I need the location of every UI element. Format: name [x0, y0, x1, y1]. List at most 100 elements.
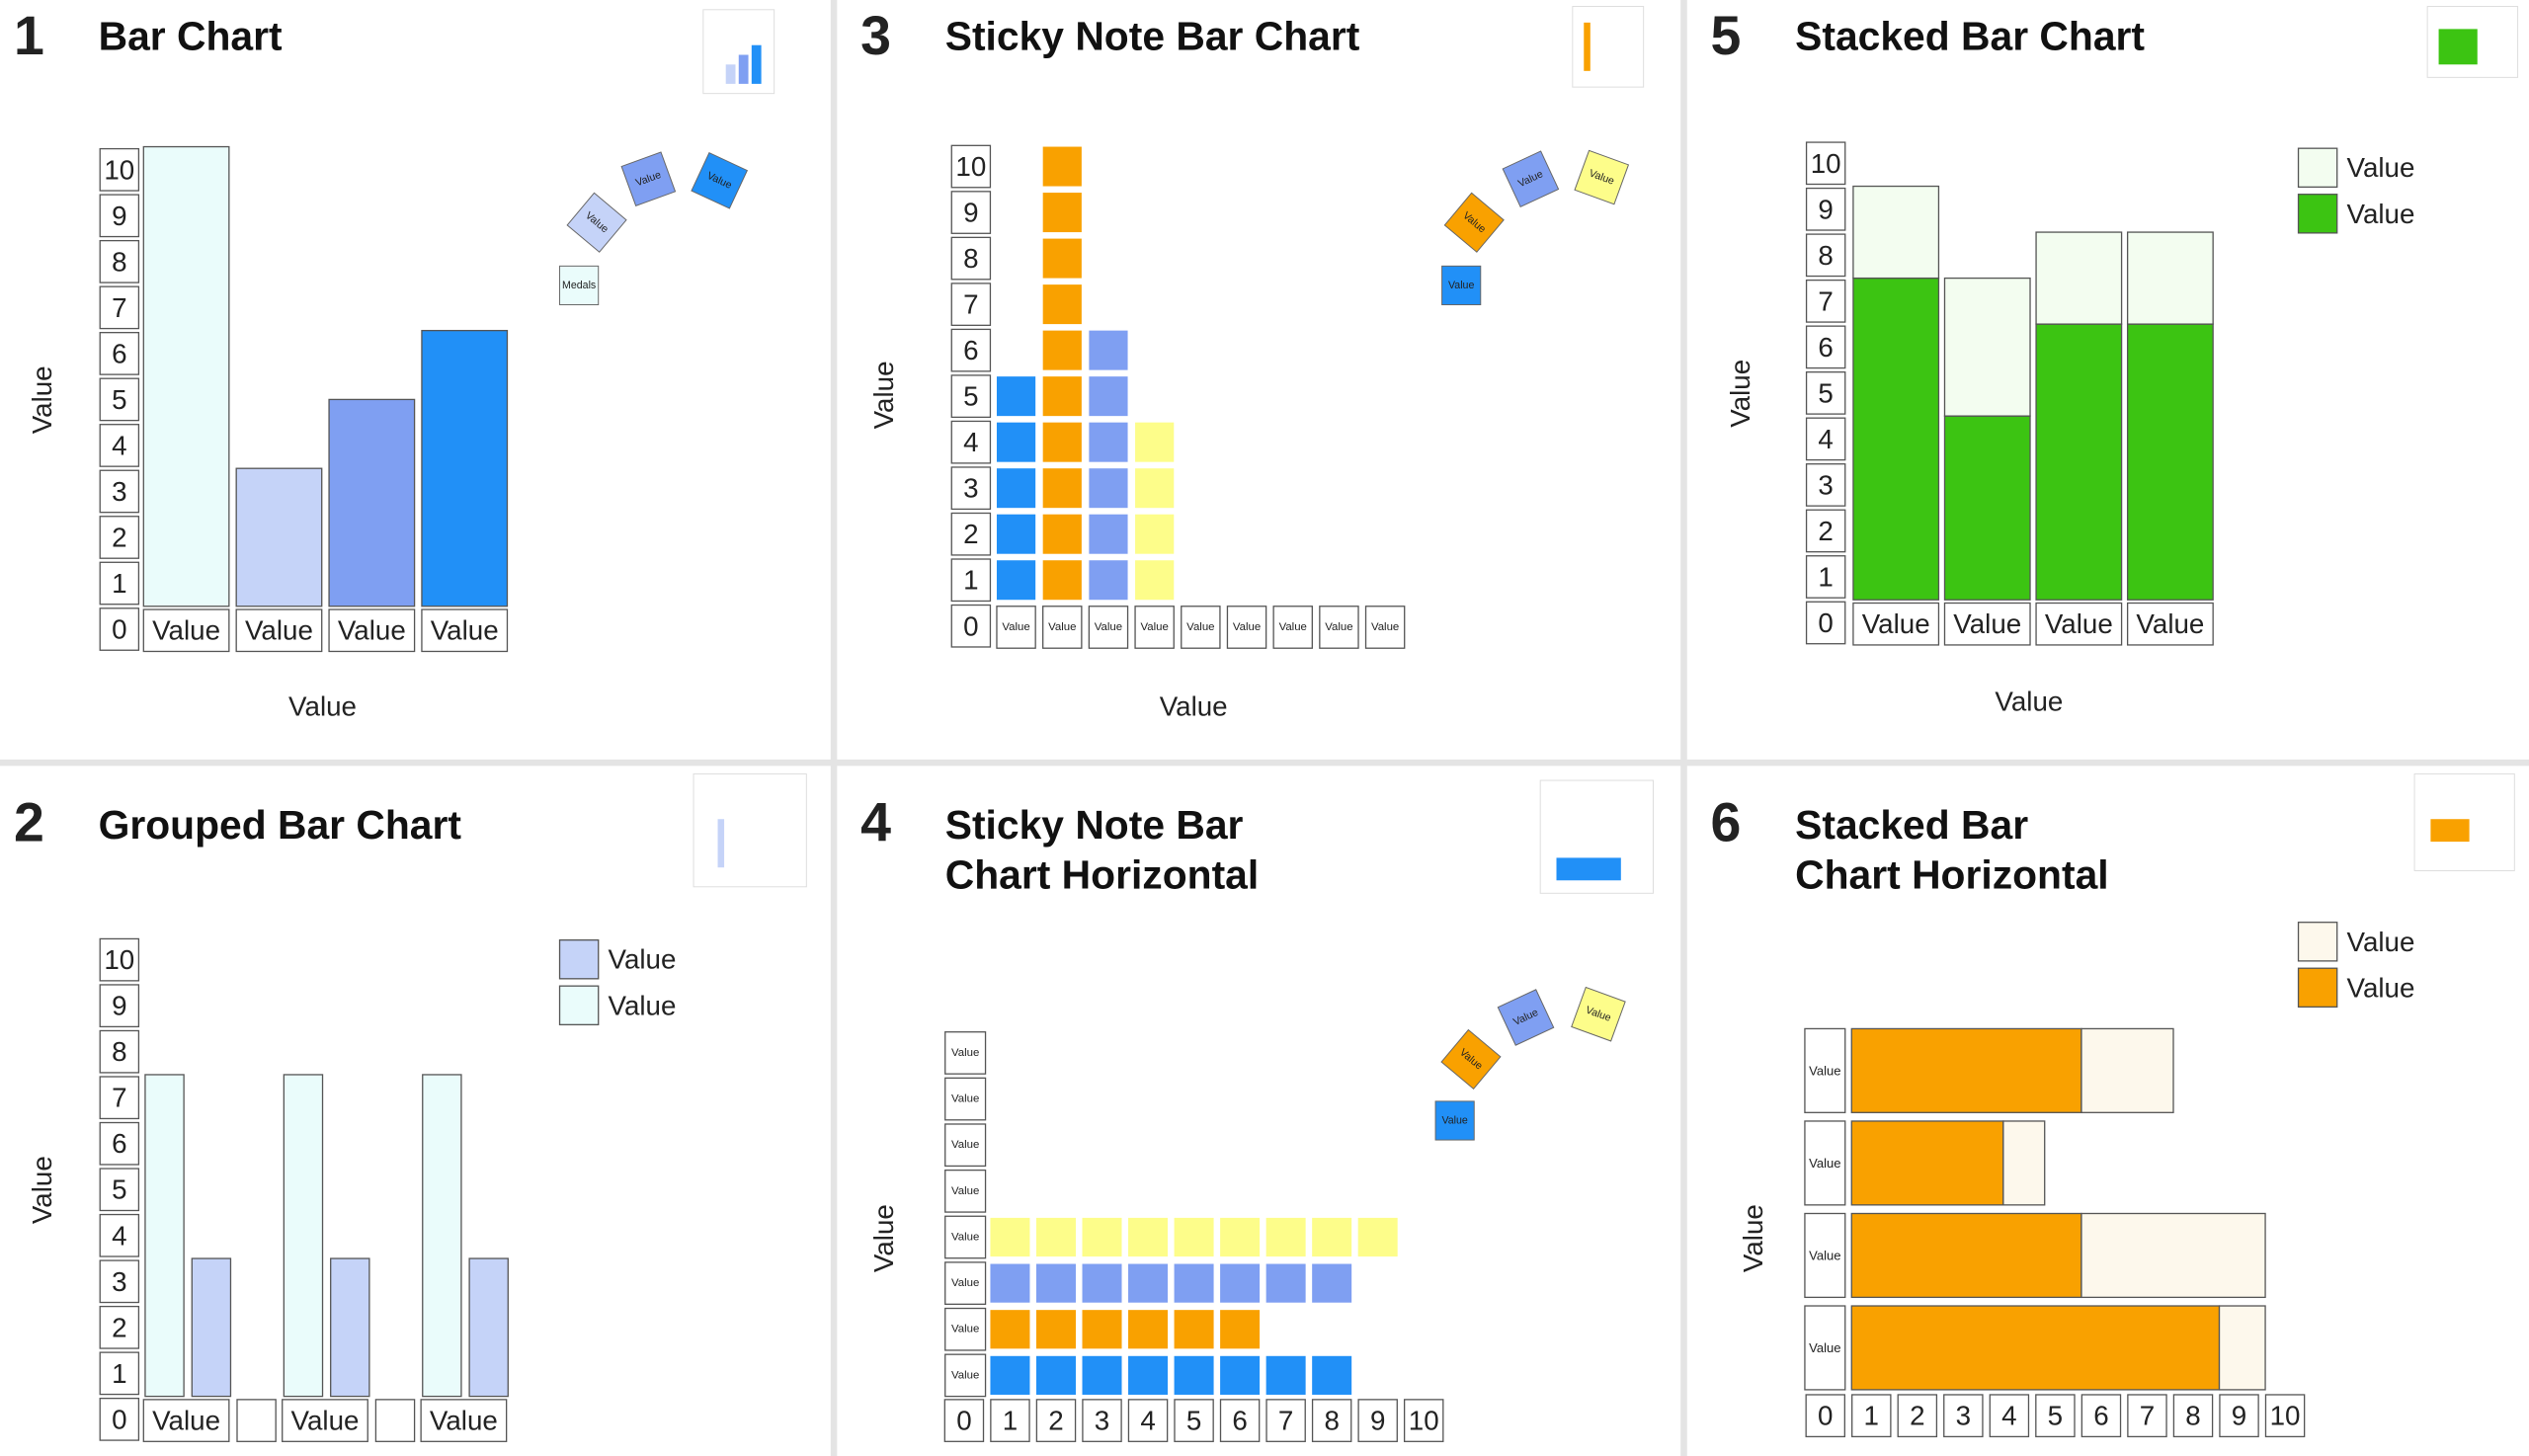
chart-title: Sticky Note Bar Chart [944, 14, 1360, 60]
y-tick-label: 2 [112, 1312, 126, 1342]
sticky-note-paper [1434, 1100, 1475, 1141]
x-tick-box [1357, 1399, 1398, 1442]
y-tick-label: 3 [112, 1266, 126, 1297]
x-tick-box [1174, 1399, 1214, 1442]
x-axis-label: Value [288, 690, 357, 721]
thumbnail [1572, 6, 1645, 88]
sticky-note-paper [1440, 1028, 1502, 1091]
y-tick-label: 3 [1818, 469, 1833, 500]
sticky-square [1042, 422, 1082, 462]
y-tick-label: 8 [112, 246, 126, 277]
category-box [282, 1399, 368, 1442]
y-tick-box [99, 285, 140, 330]
sticky-square [996, 468, 1036, 509]
y-tick-box [99, 937, 140, 982]
y-axis-label: Value [868, 1204, 899, 1272]
category-box [944, 1353, 987, 1398]
y-tick-box [99, 332, 140, 375]
sticky-square [1128, 1355, 1169, 1395]
y-tick-box [950, 420, 992, 464]
x-tick-label: Value [430, 1406, 498, 1436]
sticky-note: Value [1502, 150, 1560, 208]
y-tick-label: Value [1809, 1156, 1840, 1171]
sticky-note-paper [1502, 150, 1560, 208]
sticky-square [1042, 284, 1082, 325]
x-tick-label: 4 [2001, 1401, 2016, 1431]
sticky-square [1035, 1263, 1076, 1303]
sticky-note-paper [566, 192, 627, 253]
sticky-square [1128, 1310, 1169, 1349]
x-tick-label: 2 [1048, 1406, 1063, 1436]
x-axis-label: Value [1160, 690, 1228, 721]
y-tick-box [950, 236, 992, 281]
category-box [944, 1169, 987, 1213]
legend-swatch [2297, 147, 2338, 189]
x-tick-label: Value [152, 1406, 220, 1436]
sticky-square [1220, 1217, 1261, 1257]
y-tick-label: 7 [112, 292, 126, 323]
y-tick-label: Value [951, 1369, 979, 1381]
sticky-square [1135, 514, 1175, 554]
title-box: Grouped Bar Chart [99, 803, 461, 849]
y-tick-label: 4 [1818, 424, 1833, 454]
sticky-square [1042, 193, 1082, 233]
x-tick-label: 6 [2093, 1401, 2108, 1431]
y-tick-box [950, 558, 992, 603]
y-tick-label: 7 [1818, 285, 1833, 316]
sticky-square [1312, 1217, 1352, 1257]
x-tick-box [1265, 1399, 1306, 1442]
y-axis-label: Value [1725, 360, 1755, 428]
sticky-note-paper [559, 265, 600, 306]
sticky-square [1357, 1217, 1398, 1257]
x-tick-box [2219, 1394, 2259, 1438]
sticky-square [1174, 1217, 1214, 1257]
x-tick-label: Value [1095, 621, 1122, 633]
legend-swatch [558, 985, 600, 1026]
y-tick-label: 2 [112, 522, 126, 552]
x-tick-box [2080, 1394, 2122, 1438]
sticky-square [1135, 422, 1175, 462]
sticky-square [1042, 560, 1082, 601]
category-box [1943, 602, 2031, 646]
category-box [1134, 606, 1175, 649]
y-tick-label: 0 [1818, 607, 1833, 638]
sticky-note: Value [691, 151, 749, 209]
y-tick-label: 9 [1818, 194, 1833, 224]
panel-number: 2 [14, 791, 44, 852]
x-tick-label: 0 [956, 1406, 971, 1436]
y-tick-label: 3 [112, 476, 126, 507]
thumbnail-bar [738, 54, 749, 84]
sticky-square [1089, 422, 1128, 462]
legend-label: Value [609, 944, 677, 975]
x-tick-box [1805, 1394, 1845, 1438]
y-tick-box [950, 512, 992, 556]
x-tick-label: Value [1233, 621, 1261, 633]
y-tick-box [99, 1076, 140, 1120]
x-tick-box [943, 1399, 985, 1442]
sticky-square [1265, 1217, 1306, 1257]
x-tick-label: 10 [1409, 1406, 1439, 1436]
sticky-square [990, 1217, 1030, 1257]
x-tick-label: 0 [1818, 1401, 1833, 1431]
x-tick-label: 9 [1370, 1406, 1385, 1436]
legend-label: Value [2347, 972, 2415, 1003]
y-axis-label: Value [868, 361, 899, 429]
spacer-box [374, 1399, 416, 1442]
title-box: Stacked Bar Chart [1795, 15, 2145, 60]
y-tick-label: Value [1809, 1340, 1840, 1355]
thumbnail-bar [2430, 819, 2470, 843]
x-tick-box [1989, 1394, 2030, 1438]
y-tick-box [1805, 601, 1846, 645]
category-box [328, 608, 416, 653]
x-tick-box [1035, 1399, 1077, 1442]
y-tick-box [99, 469, 140, 514]
sticky-square [1135, 560, 1175, 601]
bar-segment [1850, 1305, 2221, 1391]
bar-segment [2002, 1120, 2046, 1206]
sticky-square [1082, 1217, 1122, 1257]
y-tick-box [1805, 233, 1846, 278]
legend-swatch [2297, 967, 2338, 1009]
panel-number: 5 [1710, 5, 1741, 66]
x-tick-label: Value [291, 1406, 360, 1436]
sticky-square [1265, 1263, 1306, 1303]
